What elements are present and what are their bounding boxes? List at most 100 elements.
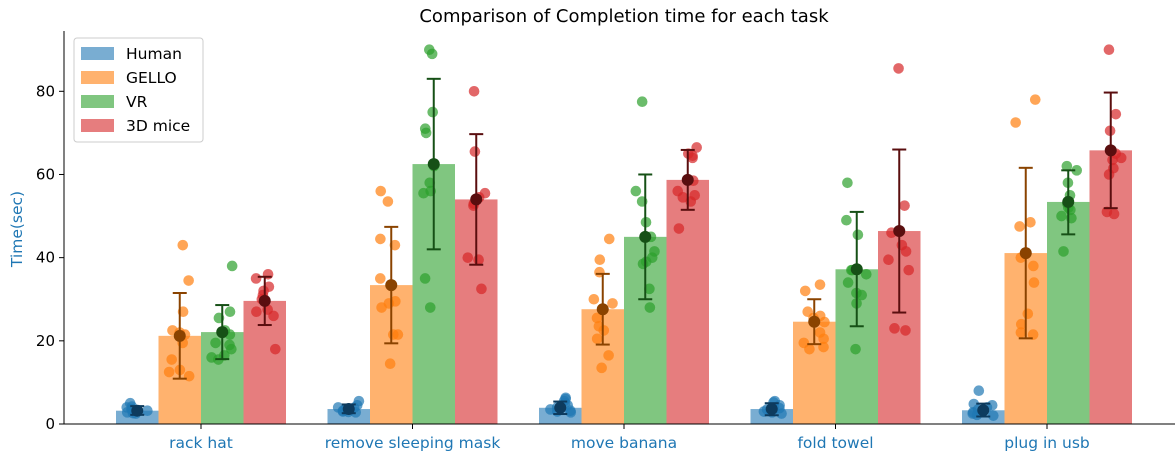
x-tick-label-plug-in-usb: plug in usb [1004, 434, 1090, 452]
error-bar-vr-plug-in-usb [1061, 169, 1076, 236]
point-vr-remove-sleeping-mask [426, 48, 438, 60]
point-vr-fold-towel [860, 268, 872, 280]
mean-marker [258, 294, 271, 307]
legend-label-gello: GELLO [126, 69, 177, 87]
point-gello-plug-in-usb [1027, 329, 1039, 340]
point-gello-move-banana [591, 333, 603, 345]
point-gello-remove-sleeping-mask [389, 239, 401, 251]
legend-swatch-3d-mice [81, 119, 114, 132]
point-3d-mice-move-banana [687, 152, 698, 164]
y-tick-label: 0 [45, 415, 55, 433]
legend-label-3d-mice: 3D mice [126, 117, 190, 135]
y-axis-label: Time(sec) [8, 191, 26, 268]
point-vr-remove-sleeping-mask [420, 127, 432, 139]
mean-marker [850, 263, 863, 276]
point-gello-fold-towel [814, 327, 826, 338]
point-gello-move-banana [596, 362, 607, 374]
error-bar-human-rack-hat [130, 404, 145, 417]
x-tick-label-move-banana: move banana [571, 434, 677, 452]
point-3d-mice-remove-sleeping-mask [469, 146, 481, 157]
point-3d-mice-remove-sleeping-mask [473, 254, 484, 266]
point-3d-mice-plug-in-usb [1108, 208, 1120, 220]
point-3d-mice-plug-in-usb [1103, 169, 1115, 180]
mean-marker [639, 230, 652, 243]
point-vr-move-banana [637, 258, 649, 270]
point-vr-move-banana [636, 96, 648, 107]
point-human-move-banana [565, 405, 576, 416]
axes: 0 20 40 60 80 rack hat remove sleeping mask mov… [36, 31, 1175, 452]
point-vr-fold-towel [850, 343, 861, 355]
error-bar-human-fold-towel [764, 402, 779, 417]
error-bar-human-plug-in-usb [976, 402, 991, 418]
point-vr-rack-hat [226, 260, 238, 272]
y-tick-label: 80 [36, 82, 55, 100]
x-tick-label-rack-hat: rack hat [169, 434, 233, 452]
point-3d-mice-fold-towel [900, 325, 911, 336]
error-bar-vr-fold-towel [849, 210, 864, 328]
point-3d-mice-fold-towel [903, 264, 915, 276]
error-bar-vr-rack-hat [215, 304, 230, 361]
plot-area [116, 44, 1132, 425]
error-bar-3d-mice-fold-towel [892, 148, 907, 314]
point-gello-plug-in-usb [1028, 277, 1040, 288]
point-gello-fold-towel [819, 316, 830, 328]
point-human-plug-in-usb [973, 385, 985, 397]
y-tick-label: 60 [36, 165, 55, 183]
y-tick-label: 20 [36, 332, 55, 350]
legend-label-vr: VR [126, 93, 148, 111]
chart-title: Comparison of Completion time for each t… [419, 6, 829, 27]
error-bar-3d-mice-rack-hat [257, 275, 272, 327]
point-gello-move-banana [594, 254, 606, 266]
bar-vr-plug-in-usb [1047, 201, 1090, 424]
point-gello-move-banana [591, 312, 603, 324]
point-human-move-banana [545, 404, 556, 415]
error-bar-human-move-banana [553, 400, 568, 416]
error-bar-gello-remove-sleeping-mask [384, 225, 399, 345]
point-vr-remove-sleeping-mask [424, 177, 436, 189]
point-vr-remove-sleeping-mask [419, 273, 431, 284]
mean-marker [977, 404, 990, 417]
point-3d-mice-move-banana [677, 192, 689, 203]
point-3d-mice-plug-in-usb [1110, 108, 1122, 120]
legend-swatch-human [81, 47, 114, 60]
point-3d-mice-rack-hat [251, 306, 262, 318]
point-vr-move-banana [644, 302, 656, 313]
mean-marker [427, 158, 440, 171]
point-vr-remove-sleeping-mask [427, 106, 439, 118]
point-gello-plug-in-usb [1010, 117, 1021, 128]
point-gello-plug-in-usb [1022, 308, 1034, 320]
point-gello-rack-hat [166, 354, 178, 365]
point-gello-plug-in-usb [1029, 94, 1041, 105]
point-human-plug-in-usb [988, 410, 999, 421]
mean-marker [1019, 247, 1032, 260]
point-gello-plug-in-usb [1014, 221, 1025, 232]
mean-marker [342, 403, 355, 416]
point-vr-fold-towel [852, 229, 864, 241]
point-gello-remove-sleeping-mask [375, 185, 387, 197]
point-3d-mice-fold-towel [889, 323, 900, 334]
mean-marker [1062, 195, 1075, 208]
point-gello-move-banana [598, 325, 610, 336]
mean-marker [131, 404, 144, 417]
mean-marker [470, 193, 483, 206]
point-gello-remove-sleeping-mask [384, 358, 396, 369]
mean-marker [554, 401, 567, 414]
point-3d-mice-remove-sleeping-mask [468, 86, 480, 97]
point-gello-remove-sleeping-mask [375, 273, 386, 284]
mean-marker [681, 173, 694, 186]
legend-swatch-gello [81, 71, 114, 84]
point-gello-remove-sleeping-mask [375, 233, 386, 245]
point-gello-fold-towel [799, 285, 811, 297]
x-tick-label-remove-sleeping-mask: remove sleeping mask [325, 434, 501, 452]
point-gello-move-banana [603, 350, 614, 361]
point-gello-plug-in-usb [1015, 327, 1027, 338]
point-3d-mice-move-banana [673, 223, 685, 234]
point-vr-plug-in-usb [1071, 165, 1083, 176]
error-bar-3d-mice-move-banana [680, 148, 695, 211]
error-bar-gello-rack-hat [172, 292, 187, 380]
point-vr-fold-towel [842, 177, 853, 189]
legend: Human GELLO VR 3D mice [73, 37, 204, 143]
point-gello-remove-sleeping-mask [376, 302, 387, 313]
mean-marker [216, 326, 229, 339]
mean-marker [765, 403, 778, 416]
